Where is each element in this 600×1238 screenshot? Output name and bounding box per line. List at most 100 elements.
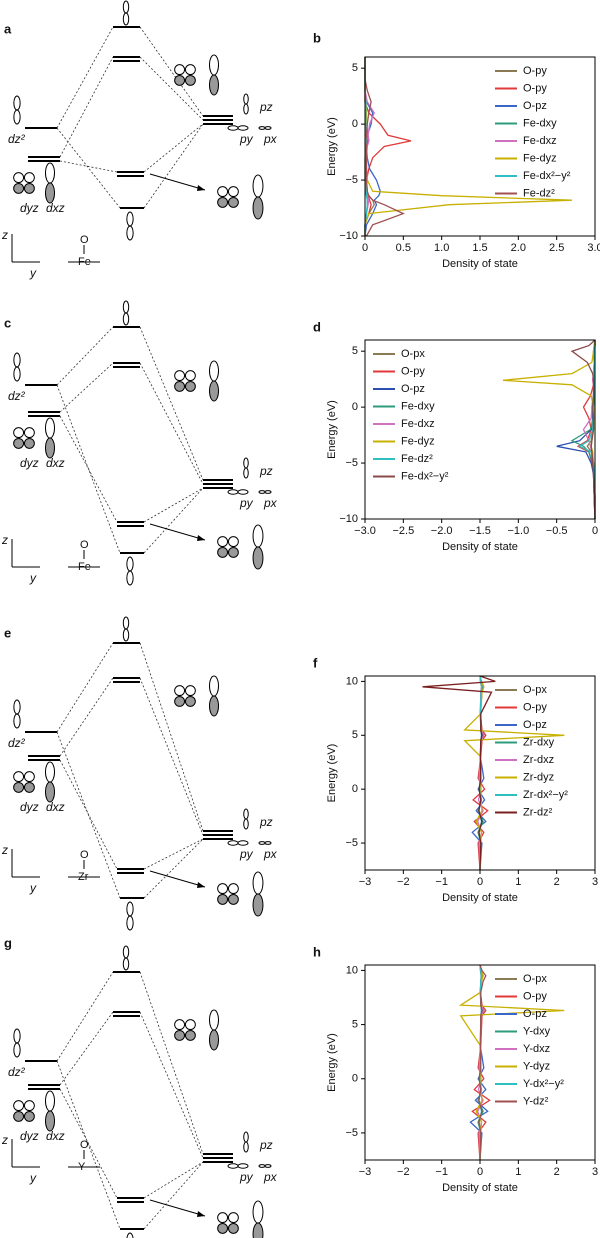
correlation-line: [59, 415, 118, 523]
dos-curve: [364, 57, 405, 237]
axis-label: z: [1, 533, 8, 547]
correlation-line: [143, 1161, 204, 1230]
correlation-line: [139, 56, 204, 121]
orbital-lobe: [184, 64, 196, 76]
orbital-lobe: [174, 370, 186, 382]
orbital-lobe: [252, 524, 264, 548]
x-tick-label: −3: [359, 1166, 372, 1178]
y-tick-label: 5: [352, 345, 358, 357]
orbital-lobe: [252, 196, 264, 220]
orbital-lobe: [227, 1212, 239, 1224]
orbital-lobe: [209, 360, 219, 382]
orbital-label: px: [263, 132, 278, 146]
arrow: [149, 173, 206, 191]
plot-frame: [364, 56, 596, 237]
orbital-lobe: [184, 380, 196, 392]
legend-label: Y-dyz: [523, 1060, 550, 1072]
orbital-lobe: [23, 437, 35, 449]
orbital-lobe: [23, 781, 35, 793]
x-tick-label: 2.0: [511, 242, 526, 254]
orbital-lobe: [13, 713, 21, 729]
orbital-lobe: [45, 781, 55, 803]
orbital-lobe: [227, 546, 239, 558]
mo-diagram: e dz² dyz dxz pz py px z y O Zr: [1, 616, 278, 931]
orbital-lobe: [227, 186, 239, 198]
legend-label: Fe-dz²: [401, 453, 433, 465]
orbital-lobe: [209, 675, 219, 697]
correlation-line: [56, 127, 121, 209]
legend-label: Zr-dxy: [523, 736, 555, 748]
orbital-lobe: [122, 628, 130, 642]
orbital-lobe: [184, 74, 196, 86]
y-tick-label: −5: [345, 457, 358, 469]
orbital-lobe: [45, 1110, 55, 1132]
panel-label: h: [313, 944, 321, 959]
orbital-lobe: [126, 211, 134, 227]
legend-label: Y-dz²: [523, 1095, 549, 1107]
mo-diagram: a dz² dyz dxz pz py px z y O Fe: [1, 0, 278, 280]
y-tick-label: 10: [346, 964, 358, 976]
orbital-lobe: [122, 945, 130, 959]
orbital-lobe: [13, 1100, 25, 1112]
orbital-lobe: [184, 370, 196, 382]
y-tick-label: 5: [352, 729, 358, 741]
orbital-label: dyz: [20, 456, 39, 470]
orbital-lobe: [45, 417, 55, 439]
orbital-label: py: [239, 132, 254, 146]
arrow: [149, 523, 206, 541]
legend-label: O-pz: [523, 1008, 547, 1020]
atom-label: Y: [78, 1161, 86, 1173]
legend-label: O-pz: [523, 100, 547, 112]
orbital-label: pz: [259, 464, 273, 478]
correlation-line: [59, 1011, 114, 1086]
orbital-lobe: [23, 771, 35, 783]
correlation-line: [143, 838, 204, 899]
axis-label: y: [29, 266, 37, 280]
orbital-lobe: [264, 490, 272, 494]
orbital-lobe: [45, 437, 55, 459]
orbital-lobe: [243, 457, 249, 469]
x-tick-label: −0.5: [546, 525, 568, 537]
orbital-lobe: [227, 125, 239, 131]
orbital-lobe: [13, 109, 21, 125]
legend-label: Fe-dxy: [401, 400, 435, 412]
correlation-line: [59, 160, 118, 173]
atom-label: Fe: [78, 561, 91, 573]
dos-curve: [478, 964, 487, 1161]
x-tick-label: −2.0: [431, 525, 453, 537]
correlation-line: [56, 642, 114, 733]
atom-label: O: [80, 849, 89, 861]
orbital-lobe: [258, 490, 266, 494]
y-tick-label: 0: [352, 783, 358, 795]
y-tick-label: 10: [346, 675, 358, 687]
x-tick-label: 1: [515, 1166, 521, 1178]
orbital-lobe: [264, 841, 272, 845]
orbital-lobe: [174, 74, 186, 86]
orbital-lobe: [209, 380, 219, 402]
correlation-line: [56, 1060, 121, 1230]
correlation-line: [143, 1161, 204, 1199]
orbital-lobe: [126, 570, 134, 586]
mo-diagram: g dz² dyz dxz pz py px z y OY: [1, 935, 278, 1238]
orbital-lobe: [13, 366, 21, 382]
correlation-line: [139, 971, 204, 1155]
y-tick-label: −10: [339, 230, 358, 242]
legend-label: Fe-dyz: [401, 435, 435, 447]
orbital-lobe: [237, 125, 249, 131]
axis-label: y: [29, 1171, 37, 1185]
correlation-line: [143, 487, 204, 554]
orbital-lobe: [13, 1028, 21, 1044]
orbital-lobe: [243, 103, 249, 115]
atom-label: Zr: [78, 871, 89, 883]
legend-label: O-pz: [401, 383, 425, 395]
legend-label: Fe-dx²−y²: [401, 470, 449, 482]
orbital-label: dyz: [20, 201, 39, 215]
correlation-line: [139, 677, 204, 836]
orbital-lobe: [45, 761, 55, 783]
orbital-lobe: [258, 841, 266, 845]
orbital-label: dxz: [46, 201, 65, 215]
x-tick-label: −3.0: [354, 525, 376, 537]
orbital-lobe: [126, 556, 134, 572]
x-tick-label: −2.5: [392, 525, 414, 537]
x-tick-label: −2: [397, 1166, 410, 1178]
